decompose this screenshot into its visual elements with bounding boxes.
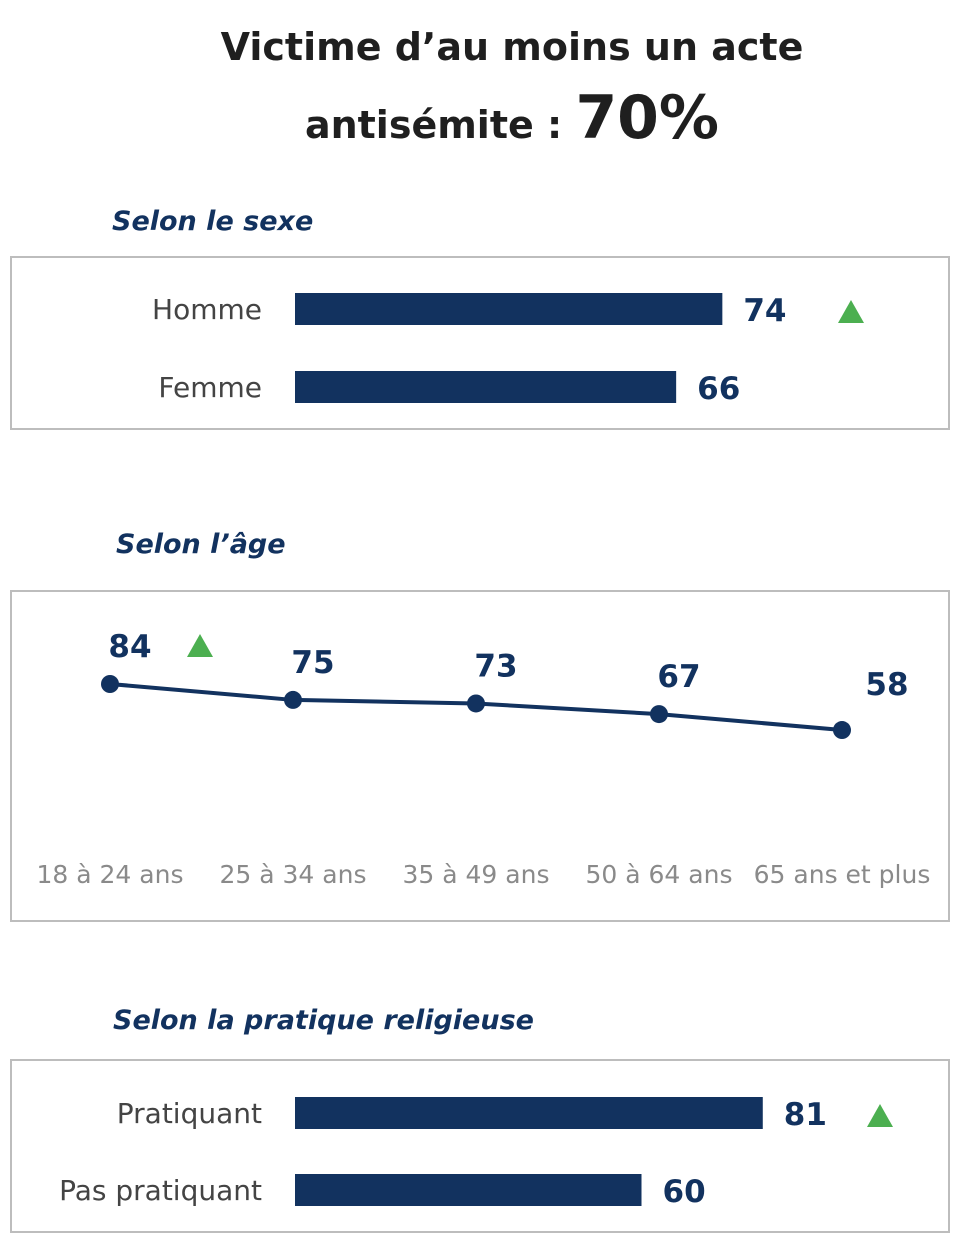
data-point bbox=[467, 694, 485, 713]
section-title-age: Selon l’âge bbox=[116, 529, 286, 560]
increase-triangle-icon bbox=[867, 1104, 893, 1127]
value-label: 73 bbox=[474, 648, 517, 684]
data-point bbox=[833, 721, 851, 740]
bar-chart-sexe: Homme 74 Femme 66 bbox=[152, 293, 864, 407]
category-label: Homme bbox=[152, 293, 262, 326]
category-label: Pas pratiquant bbox=[59, 1174, 262, 1207]
bar bbox=[295, 1174, 642, 1206]
bar bbox=[295, 293, 723, 325]
increase-triangle-icon bbox=[187, 634, 213, 657]
title-line-2: antisémite : 70% bbox=[305, 83, 719, 153]
value-label: 58 bbox=[865, 667, 908, 703]
x-tick-label: 25 à 34 ans bbox=[220, 860, 367, 889]
value-label: 75 bbox=[291, 645, 334, 681]
x-tick-label: 18 à 24 ans bbox=[37, 860, 184, 889]
increase-triangle-icon bbox=[838, 300, 864, 323]
section-title-sexe: Selon le sexe bbox=[112, 206, 313, 237]
category-label: Pratiquant bbox=[117, 1097, 262, 1130]
panel-sexe bbox=[10, 256, 950, 430]
x-tick-label: 35 à 49 ans bbox=[403, 860, 550, 889]
x-tick-label: 65 ans et plus bbox=[754, 860, 931, 889]
value-label: 60 bbox=[663, 1174, 706, 1210]
x-tick-label: 50 à 64 ans bbox=[586, 860, 733, 889]
title-line-1: Victime d’au moins un acte bbox=[221, 25, 804, 69]
title-line-2-text: antisémite : bbox=[305, 103, 576, 147]
data-point bbox=[284, 690, 302, 709]
line-chart-age: 84 18 à 24 ans 75 25 à 34 ans 73 35 à 49 ans 6… bbox=[37, 629, 931, 889]
bar bbox=[295, 1097, 763, 1129]
panel-pratique bbox=[10, 1059, 950, 1233]
title-value: 70% bbox=[575, 83, 719, 153]
value-label: 81 bbox=[784, 1097, 827, 1133]
value-label: 84 bbox=[108, 629, 151, 665]
value-label: 66 bbox=[697, 371, 740, 407]
category-label: Femme bbox=[158, 371, 262, 404]
data-point bbox=[101, 675, 119, 693]
value-label: 74 bbox=[743, 293, 786, 329]
value-label: 67 bbox=[657, 659, 700, 695]
data-point bbox=[650, 705, 668, 724]
bar-chart-pratique: Pratiquant 81 Pas pratiquant 60 bbox=[59, 1097, 893, 1210]
panel-age bbox=[10, 590, 950, 922]
bar bbox=[295, 371, 677, 403]
section-title-pratique: Selon la pratique religieuse bbox=[113, 1005, 534, 1036]
